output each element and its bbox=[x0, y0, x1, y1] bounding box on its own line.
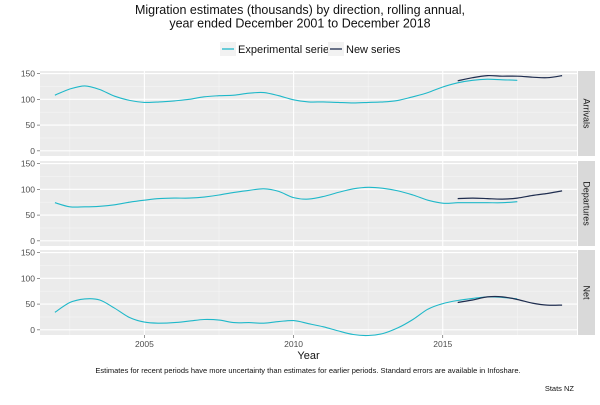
panel-strip-label: Net bbox=[582, 285, 592, 300]
panel-strip bbox=[578, 161, 595, 246]
legend-label: New series bbox=[346, 44, 401, 56]
y-tick-label: 150 bbox=[21, 248, 35, 258]
panel-strip-label: Departures bbox=[582, 181, 592, 226]
x-tick-label: 2015 bbox=[433, 339, 452, 349]
y-tick-label: 50 bbox=[26, 299, 36, 309]
series-line-arrivals-experimental bbox=[54, 78, 518, 104]
y-tick-label: 150 bbox=[21, 159, 35, 169]
series-line-departures-experimental bbox=[54, 186, 518, 208]
panel-strip-label: Arrivals bbox=[582, 98, 592, 129]
y-tick-label: 50 bbox=[26, 210, 36, 220]
panel-background bbox=[40, 161, 577, 246]
y-tick-label: 100 bbox=[21, 94, 35, 104]
series-line-departures-new bbox=[457, 190, 563, 200]
series-line-arrivals-new bbox=[457, 74, 563, 82]
source-label: Stats NZ bbox=[545, 384, 575, 393]
chart-title-line: year ended December 2001 to December 201… bbox=[169, 17, 430, 31]
y-tick-label: 0 bbox=[30, 146, 35, 156]
panel-strip bbox=[578, 71, 595, 156]
x-tick-label: 2005 bbox=[135, 339, 154, 349]
panel-strip bbox=[578, 250, 595, 335]
series-line-net-experimental bbox=[54, 296, 518, 337]
y-tick-label: 50 bbox=[26, 120, 36, 130]
y-tick-label: 150 bbox=[21, 69, 35, 79]
series-line-net-new bbox=[457, 295, 563, 306]
y-tick-label: 0 bbox=[30, 325, 35, 335]
x-tick-label: 2010 bbox=[284, 339, 303, 349]
panel-background bbox=[40, 71, 577, 156]
footnote: Estimates for recent periods have more u… bbox=[95, 366, 520, 375]
y-tick-label: 100 bbox=[21, 184, 35, 194]
legend-label: Experimental series bbox=[238, 44, 335, 56]
chart-title-line: Migration estimates (thousands) by direc… bbox=[135, 3, 465, 17]
panel-background bbox=[40, 250, 577, 335]
y-tick-label: 100 bbox=[21, 273, 35, 283]
y-tick-label: 0 bbox=[30, 236, 35, 246]
x-axis-title: Year bbox=[297, 350, 320, 362]
